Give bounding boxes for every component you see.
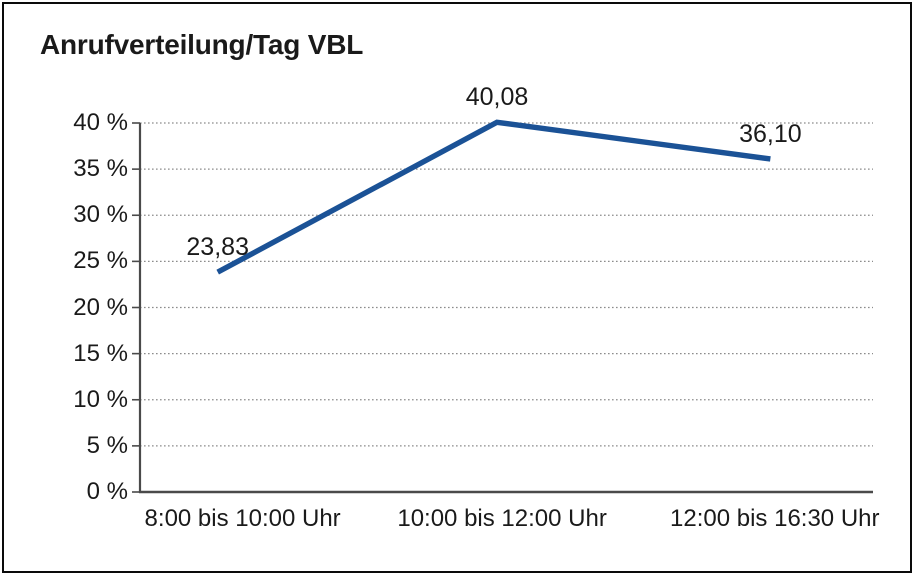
data-point-label: 36,10: [739, 119, 802, 148]
data-point-label: 40,08: [465, 83, 529, 112]
y-tick-label: 30 %: [73, 201, 128, 229]
y-tick-label: 15 %: [73, 339, 128, 367]
chart-title: Anrufverteilung/Tag VBL: [40, 29, 364, 60]
x-category-label: 12:00 bis 16:30 Uhr: [670, 505, 880, 532]
x-category-label: 8:00 bis 10:00 Uhr: [144, 505, 341, 532]
y-tick-label: 10 %: [73, 385, 128, 413]
x-category-label: 10:00 bis 12:00 Uhr: [397, 505, 607, 532]
y-tick-label: 20 %: [73, 293, 128, 321]
y-tick-label: 0 %: [86, 478, 128, 505]
y-tick-label: 5 %: [86, 431, 128, 459]
series-line: [216, 119, 771, 275]
y-tick-label: 40 %: [73, 109, 128, 136]
y-tick-label: 35 %: [73, 155, 128, 183]
y-tick-label: 25 %: [73, 247, 128, 275]
data-point-label: 23,83: [186, 233, 249, 262]
